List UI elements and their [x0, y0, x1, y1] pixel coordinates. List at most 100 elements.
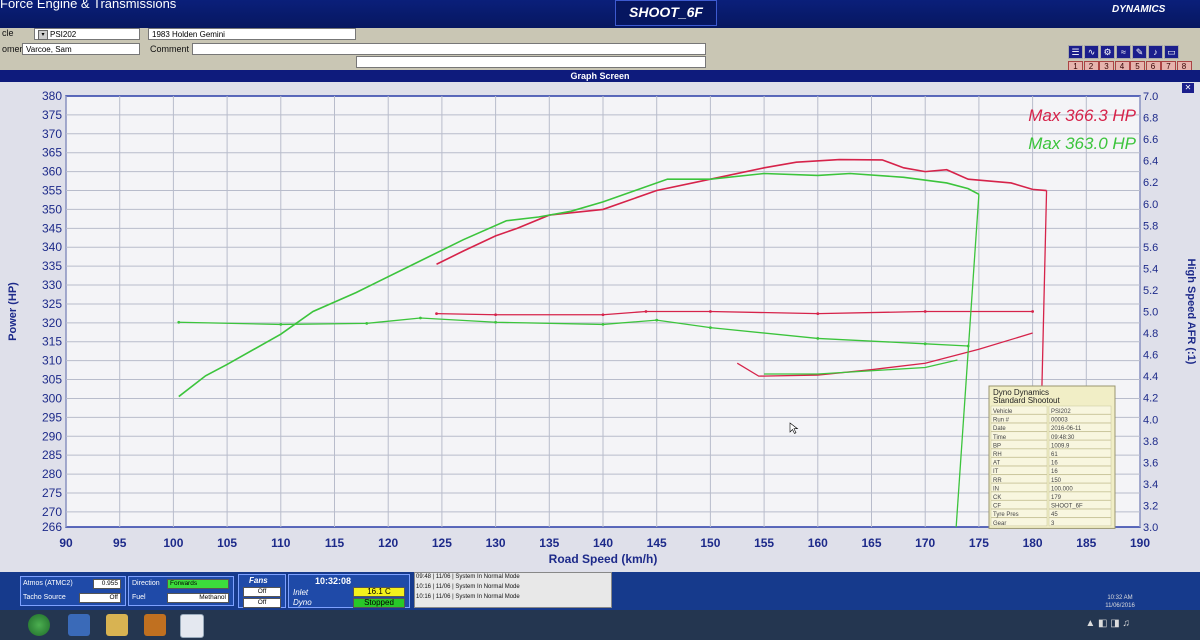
taskbar: ▲ ◧ ◨ ♫ [0, 610, 1200, 640]
x-axis-label: Road Speed (km/h) [549, 552, 658, 566]
y-tick-label: 345 [42, 221, 62, 235]
results-value: 61 [1051, 452, 1058, 458]
status-panel: 10:32:08 Inlet Dyno 16.1 C Stopped [288, 574, 410, 608]
results-value: 100.000 [1051, 486, 1073, 492]
results-key: Run # [993, 418, 1010, 424]
results-value-cell [1048, 457, 1112, 466]
results-key-cell [990, 508, 1048, 518]
menu-icon[interactable]: ☰ [1068, 45, 1083, 59]
clock-time: 10:32 AM [1107, 595, 1133, 601]
afr-point [1031, 310, 1034, 313]
y-tick-label: 365 [42, 146, 62, 160]
settings-icon[interactable]: ⚙ [1100, 45, 1115, 59]
direction-select[interactable]: Forwards [167, 579, 229, 589]
y-tick-label: 310 [42, 354, 62, 368]
y2-tick-label: 5.4 [1143, 263, 1158, 275]
x-tick-label: 180 [1023, 536, 1043, 550]
power-curve-2 [178, 172, 980, 398]
comment-field-2[interactable] [356, 56, 706, 68]
results-key-cell [990, 474, 1048, 484]
media-icon[interactable] [144, 614, 166, 636]
dyno-app-icon[interactable] [180, 614, 204, 638]
afr-point [435, 312, 438, 316]
folder-icon[interactable] [106, 614, 128, 636]
afr-point [365, 321, 369, 325]
y2-tick-label: 4.0 [1143, 414, 1158, 426]
results-key: IT [993, 469, 999, 475]
x-tick-label: 150 [700, 536, 720, 550]
inlet-temp: 16.1 C [353, 587, 405, 597]
x-tick-label: 105 [217, 536, 237, 550]
browser-icon[interactable] [68, 614, 90, 636]
y-tick-label: 350 [42, 202, 62, 216]
close-graph-icon[interactable]: ✕ [1182, 83, 1194, 93]
vehicle-id-value: PSI202 [50, 30, 77, 39]
x-tick-label: 165 [861, 536, 881, 550]
alarm-icon[interactable]: ♪ [1148, 45, 1163, 59]
results-key: CK [993, 495, 1001, 501]
x-tick-label: 120 [378, 536, 398, 550]
y2-tick-label: 4.2 [1143, 393, 1158, 405]
y-tick-label: 340 [42, 240, 62, 254]
results-key-cell [990, 457, 1048, 466]
x-tick-label: 130 [486, 536, 506, 550]
results-value: 45 [1051, 512, 1058, 518]
results-value-cell [1048, 500, 1112, 509]
results-value-cell [1048, 440, 1112, 449]
y2-tick-label: 4.6 [1143, 350, 1158, 362]
graph-screen-title: Graph Screen [0, 70, 1200, 82]
results-key-cell [990, 500, 1048, 509]
start-button-icon[interactable] [28, 614, 50, 636]
comment-field[interactable] [192, 43, 706, 55]
results-key-cell [990, 422, 1048, 432]
tools-icon[interactable]: ✎ [1132, 45, 1147, 59]
fans-dyno-toggle[interactable]: Off [243, 598, 281, 608]
graph-icon[interactable]: ∿ [1084, 45, 1099, 59]
sweep-icon[interactable]: ≈ [1116, 45, 1131, 59]
y2-tick-label: 3.8 [1143, 436, 1158, 448]
afr-point [644, 310, 648, 313]
afr-decel-curve-1 [736, 332, 1033, 377]
y2-tick-label: 3.4 [1143, 479, 1158, 491]
y2-tick-label: 5.0 [1143, 307, 1158, 319]
y-tick-label: 325 [42, 297, 62, 311]
log-panel [414, 572, 612, 608]
results-value: 16 [1051, 461, 1058, 467]
x-tick-label: 135 [539, 536, 559, 550]
x-tick-label: 110 [271, 536, 291, 550]
fans-inlet-toggle[interactable]: Off [243, 587, 281, 597]
taskbar-clock: 10:32 AM 11/06/2016 [1100, 594, 1140, 610]
afr-point [923, 310, 927, 313]
y2-tick-label: 6.0 [1143, 199, 1158, 211]
direction-label: Direction [132, 580, 160, 587]
tacho-value[interactable]: Off [79, 593, 121, 603]
atmos-value[interactable]: 0.955 [93, 579, 121, 589]
y2-tick-label: 5.8 [1143, 220, 1158, 232]
afr-point [655, 318, 659, 322]
hide-icon[interactable]: ▭ [1164, 45, 1179, 59]
afr-point [709, 326, 712, 330]
vehicle-id-select[interactable]: ▾ PSI202 [34, 28, 140, 40]
results-value-cell [1048, 465, 1112, 475]
afr-curve-1 [436, 310, 1033, 316]
y-tick-label: 320 [42, 316, 62, 330]
atmos-label: Atmos (ATMC2) [23, 580, 73, 587]
brand-logo: DYNAMICS [1112, 4, 1166, 15]
results-value-cell [1048, 448, 1112, 458]
results-key-cell [990, 448, 1048, 458]
vehicle-desc-field[interactable]: 1983 Holden Gemini [148, 28, 356, 40]
results-value: 16 [1051, 469, 1058, 475]
y-tick-label: 275 [42, 486, 62, 500]
afr-point [494, 313, 497, 317]
x-tick-label: 190 [1130, 536, 1150, 550]
results-key-cell [990, 440, 1048, 449]
y-tick-label: 266 [42, 520, 62, 534]
title-bar: Force Engine & Transmissions SHOOT_6F DY… [0, 0, 1200, 28]
results-key-cell [990, 517, 1048, 527]
dyno-status: Stopped [353, 598, 405, 608]
y2-tick-label: 3.6 [1143, 457, 1158, 469]
results-key: Gear [993, 521, 1006, 527]
fuel-value[interactable]: Methanol [167, 593, 229, 603]
customer-field[interactable]: Varcoe, Sam [22, 43, 140, 55]
